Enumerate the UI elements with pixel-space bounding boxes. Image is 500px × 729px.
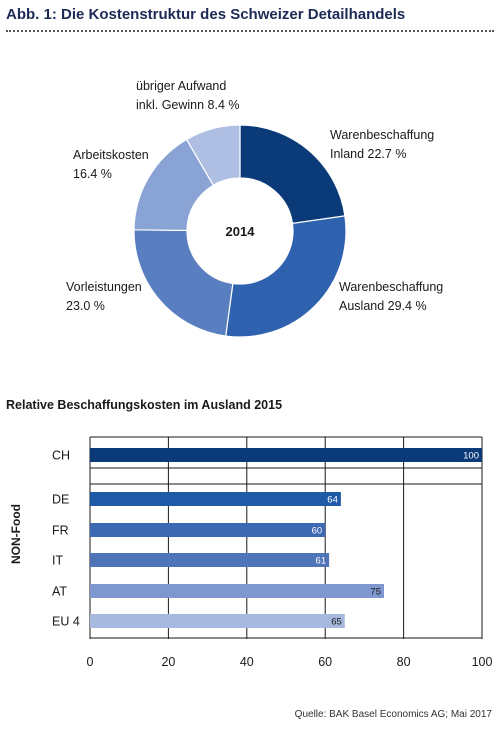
slice-label-vorleistungen: Vorleistungen 23.0 %: [66, 280, 142, 313]
figure-title: Abb. 1: Die Kostenstruktur des Schweizer…: [6, 6, 406, 23]
slice-label-ausland: Warenbeschaffung Ausland 29.4 %: [339, 280, 444, 313]
title-divider: [6, 30, 494, 32]
category-label: IT: [52, 554, 63, 568]
donut-slice-4: [185, 124, 241, 187]
x-tick-label: 0: [87, 655, 94, 669]
bar-at: [90, 584, 384, 598]
group-label-nonfood: NON-Food: [9, 504, 23, 564]
slice-label-arbeitskosten: Arbeitskosten 16.4 %: [73, 148, 149, 181]
category-label: FR: [52, 524, 69, 538]
x-tick-label: 100: [472, 655, 493, 669]
x-tick-label: 80: [397, 655, 411, 669]
donut-slice-0: [239, 124, 346, 225]
bar-fr: [90, 523, 326, 537]
bar-value-label: 64: [327, 495, 338, 506]
bar-chart-title: Relative Beschaffungskosten im Ausland 2…: [6, 398, 283, 412]
x-tick-label: 60: [318, 655, 332, 669]
donut-chart: 2014: [133, 124, 347, 338]
bar-eu4: [90, 614, 345, 628]
bar-value-label: 100: [463, 451, 479, 462]
category-label: EU 4: [52, 615, 80, 629]
donut-center-label: 2014: [226, 224, 256, 239]
category-label: CH: [52, 449, 70, 463]
x-tick-label: 20: [161, 655, 175, 669]
donut-slice-2: [133, 229, 234, 337]
bar-value-label: 75: [370, 587, 381, 598]
bar-value-label: 61: [316, 556, 327, 567]
donut-slice-1: [225, 215, 347, 338]
category-label: DE: [52, 493, 69, 507]
source-note: Quelle: BAK Basel Economics AG; Mai 2017: [294, 709, 492, 720]
category-label: AT: [52, 585, 67, 599]
x-tick-label: 40: [240, 655, 254, 669]
slice-label-uebriger-aufwand: übriger Aufwand inkl. Gewinn 8.4 %: [136, 79, 240, 112]
bar-ch: [90, 448, 482, 462]
bar-it: [90, 553, 330, 567]
slice-label-inland: Warenbeschaffung Inland 22.7 %: [330, 128, 435, 161]
bar-value-label: 60: [312, 526, 323, 537]
bar-value-label: 65: [331, 617, 342, 628]
bar-de: [90, 492, 341, 506]
